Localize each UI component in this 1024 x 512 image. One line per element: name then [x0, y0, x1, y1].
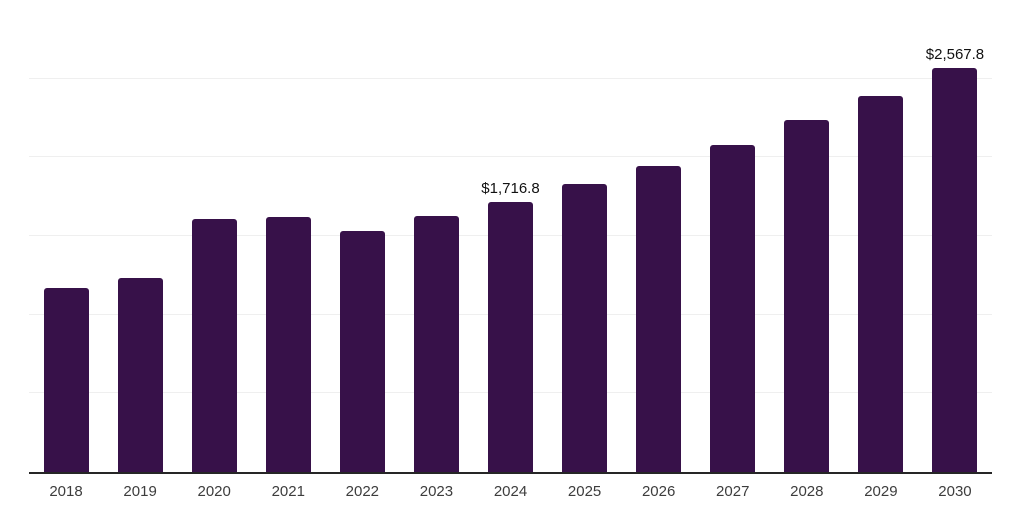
bar — [117, 277, 163, 472]
bar-slot — [29, 287, 103, 472]
plot-area: $1,716.8 $2,567.8 — [29, 0, 992, 474]
bar — [562, 184, 608, 472]
bar-slot — [325, 230, 399, 472]
x-tick-label: 2024 — [493, 483, 528, 500]
bar — [636, 166, 682, 472]
bar-slot — [770, 120, 844, 472]
x-tick-label: 2025 — [567, 483, 602, 500]
x-tick-label: 2029 — [864, 483, 898, 500]
bar — [784, 120, 830, 472]
bar — [932, 68, 978, 472]
bar — [339, 230, 385, 472]
bar-slot — [548, 184, 622, 472]
bar — [265, 217, 311, 472]
bar — [488, 201, 533, 472]
bar — [710, 144, 756, 472]
bar — [191, 219, 237, 472]
x-tick-label: 2027 — [716, 483, 750, 500]
x-tick-label: 2030 — [938, 483, 972, 500]
bar-slot — [399, 216, 473, 472]
bar-slot — [622, 166, 696, 472]
x-tick-label: 2018 — [49, 483, 83, 500]
data-label: $2,567.8 — [925, 46, 985, 63]
x-tick-label: 2020 — [197, 483, 231, 500]
x-tick-label: 2022 — [345, 483, 380, 500]
bar-slot — [696, 144, 770, 472]
x-tick-label: 2023 — [419, 483, 454, 500]
bar-slot — [251, 217, 325, 472]
bar — [43, 287, 89, 472]
x-axis-line — [29, 472, 992, 474]
bar — [858, 95, 904, 472]
x-tick-label: 2028 — [790, 483, 824, 500]
x-tick-label: 2021 — [271, 483, 305, 500]
data-label: $1,716.8 — [481, 179, 540, 197]
gridline — [29, 77, 992, 79]
x-axis-labels: 2018 2019 2020 2021 2022 2023 2024 2025 2026 2027… — [29, 483, 992, 500]
gridline — [29, 156, 992, 158]
bar-slot — [844, 95, 918, 472]
bars-layer — [29, 0, 992, 472]
bar-slot — [177, 219, 251, 472]
x-tick-label: 2026 — [641, 483, 676, 500]
x-tick-label: 2019 — [123, 483, 157, 500]
bar-slot — [918, 68, 992, 472]
bar — [413, 216, 459, 472]
bar-slot — [473, 201, 547, 472]
bar-slot — [103, 277, 177, 472]
